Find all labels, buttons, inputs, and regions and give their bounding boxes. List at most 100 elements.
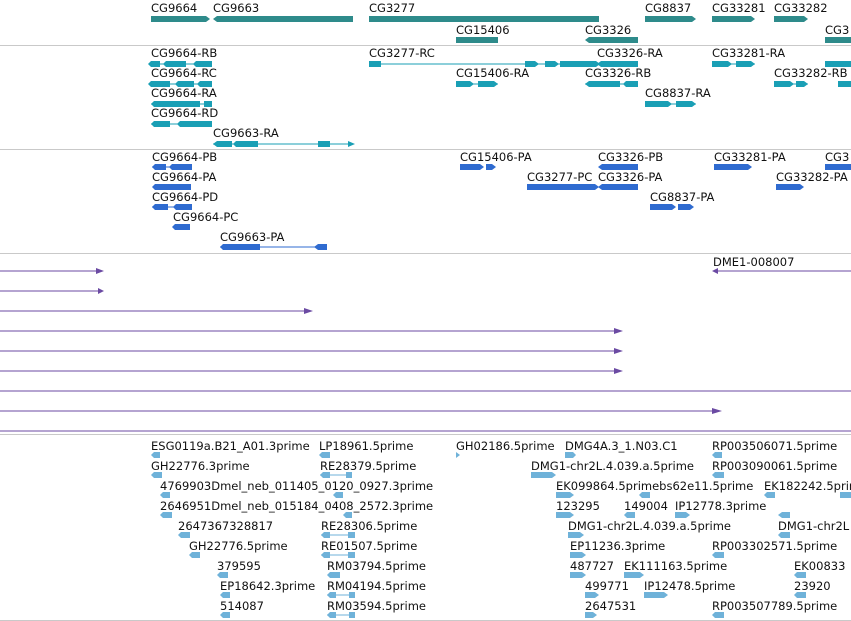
est-glyphs (151, 452, 851, 618)
est-label[interactable]: GH22776.3prime (151, 459, 250, 473)
est-label[interactable]: GH02186.5prime (456, 439, 555, 453)
est-label[interactable]: IP12478.5prime (644, 579, 736, 593)
est-feature (568, 532, 584, 538)
transcript-label[interactable]: CG33282-RB (774, 66, 848, 80)
protein-feature (678, 204, 694, 210)
protein-label[interactable]: CG15406-PA (460, 150, 532, 164)
protein-label[interactable]: CG9664-PD (152, 190, 219, 204)
est-label[interactable]: IP12778.3prime (675, 499, 767, 513)
protein-feature (486, 164, 496, 170)
est-label[interactable]: ESG0119a.B21_A01.3prime (151, 439, 310, 453)
est-feature (217, 572, 228, 578)
protein-label[interactable]: CG3 (825, 150, 850, 164)
est-feature (644, 592, 668, 598)
est-label[interactable]: 499771 (585, 579, 629, 593)
est-label[interactable]: 2646951Dmel_neb_015184_0408_2572.3prime (160, 499, 434, 513)
protein-label[interactable]: CG9664-PA (152, 170, 217, 184)
transcript-label[interactable]: CG3326-RB (585, 66, 652, 80)
gene-label[interactable]: CG8837 (645, 1, 692, 15)
est-feature (456, 452, 460, 458)
est-label[interactable]: 2647531 (585, 599, 637, 613)
est-label[interactable]: RE28379.5prime (320, 459, 417, 473)
est-label[interactable]: RM03594.5prime (327, 599, 426, 613)
est-label[interactable]: EK00833 (794, 559, 846, 573)
transcript-label[interactable]: CG33281-RA (712, 46, 786, 60)
transcript-label[interactable]: CG9663-RA (213, 126, 279, 140)
est-label[interactable]: GH22776.5prime (189, 539, 288, 553)
transcript-exon (525, 61, 539, 67)
est-label[interactable]: EK111163.5prime (624, 559, 728, 573)
transcript-exon (796, 81, 808, 87)
gene-label[interactable]: CG15406 (456, 23, 510, 37)
gene-label[interactable]: CG9664 (151, 1, 198, 15)
est-feature (327, 592, 336, 598)
est-label[interactable]: 123295 (556, 499, 600, 513)
gene-feature (213, 16, 353, 22)
gene-glyphs (151, 16, 851, 43)
transcript-label[interactable]: CG8837-RA (645, 86, 711, 100)
est-label[interactable]: EP11236.3prime (570, 539, 666, 553)
est-label[interactable]: EK182242.5prime (764, 479, 851, 493)
protein-feature (598, 164, 638, 170)
transcript-label[interactable]: CG9664-RB (151, 46, 218, 60)
protein-label[interactable]: CG8837-PA (650, 190, 715, 204)
protein-feature (714, 164, 752, 170)
transcript-exon (213, 141, 232, 147)
est-label[interactable]: DMG1-chr2L.4.039.a.5prime (531, 459, 694, 473)
est-feature (556, 492, 574, 498)
est-label[interactable]: EK099864.5primebs62e11.5prime (556, 479, 754, 493)
est-label[interactable]: DMG1-chr2L.4.039.a.5prime (568, 519, 731, 533)
est-label[interactable]: 23920 (794, 579, 831, 593)
est-feature (320, 472, 330, 478)
protein-label[interactable]: CG3326-PB (598, 150, 664, 164)
est-label[interactable]: 487727 (570, 559, 614, 573)
transcript-label[interactable]: CG3326-RA (597, 46, 663, 60)
gene-label[interactable]: CG9663 (213, 1, 260, 15)
gene-label[interactable]: CG3277 (369, 1, 416, 15)
est-feature (220, 612, 230, 618)
alignment-label[interactable]: DME1-008007 (713, 255, 795, 269)
protein-label[interactable]: CG3277-PC (527, 170, 593, 184)
est-feature (570, 572, 586, 578)
transcript-label[interactable]: CG9664-RC (151, 66, 217, 80)
transcript-label[interactable]: CG9664-RD (151, 106, 219, 120)
est-label[interactable]: RE01507.5prime (321, 539, 418, 553)
est-label[interactable]: 379595 (217, 559, 261, 573)
transcript-exon (545, 61, 559, 67)
gene-label[interactable]: CG33282 (774, 1, 828, 15)
protein-feature (598, 184, 638, 190)
protein-label[interactable]: CG9664-PB (152, 150, 218, 164)
est-label[interactable]: RP003506071.5prime (712, 439, 838, 453)
transcript-exon (163, 61, 186, 67)
gene-label[interactable]: CG3 (825, 23, 850, 37)
est-label[interactable]: 149004 (624, 499, 668, 513)
est-label[interactable]: RM03794.5prime (327, 559, 426, 573)
protein-label[interactable]: CG33282-PA (776, 170, 848, 184)
est-label[interactable]: DMG4A.3_1.N03.C1 (565, 439, 678, 453)
gene-label[interactable]: CG3326 (585, 23, 632, 37)
est-label[interactable]: RP003507789.5prime (712, 599, 838, 613)
est-label[interactable]: DMG1-chr2L (778, 519, 850, 533)
est-label[interactable]: RP003090061.5prime (712, 459, 838, 473)
est-label[interactable]: RP003302571.5prime (712, 539, 838, 553)
est-label[interactable]: 514087 (220, 599, 264, 613)
est-feature (343, 512, 352, 518)
est-label[interactable]: 2647367328817 (178, 519, 274, 533)
protein-label[interactable]: CG9664-PC (173, 210, 239, 224)
alignment-end (614, 368, 623, 374)
est-label[interactable]: LP18961.5prime (319, 439, 414, 453)
transcript-label[interactable]: CG15406-RA (456, 66, 530, 80)
protein-feature (172, 224, 190, 230)
gene-label[interactable]: CG33281 (712, 1, 766, 15)
transcript-label[interactable]: CG9664-RA (151, 86, 217, 100)
est-feature (321, 532, 330, 538)
est-label[interactable]: EP18642.3prime (220, 579, 316, 593)
est-label[interactable]: RM04194.5prime (327, 579, 426, 593)
transcript-label[interactable]: CG3277-RC (369, 46, 435, 60)
protein-label[interactable]: CG9663-PA (220, 230, 285, 244)
est-label[interactable]: RE28306.5prime (321, 519, 418, 533)
protein-label[interactable]: CG33281-PA (714, 150, 786, 164)
est-feature (778, 512, 790, 518)
protein-label[interactable]: CG3326-PA (598, 170, 663, 184)
est-label[interactable]: 4769903Dmel_neb_011405_0120_0927.3prime (160, 479, 434, 493)
